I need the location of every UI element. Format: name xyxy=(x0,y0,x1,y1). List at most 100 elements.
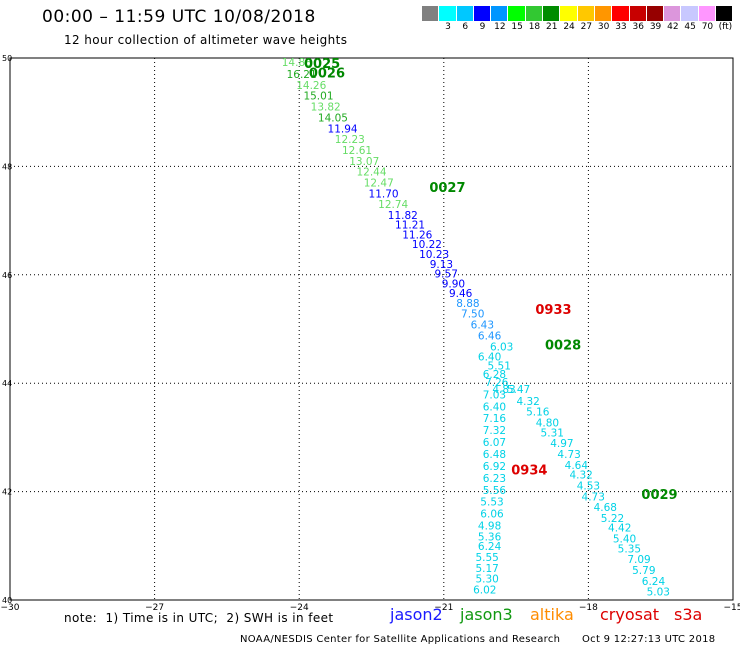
wave-height-value: 6.24 xyxy=(642,576,666,588)
wave-height-value: 7.03 xyxy=(483,389,506,401)
colorbar-tick-label: 70 xyxy=(701,22,714,32)
longitude-tick-label: −30 xyxy=(1,603,20,613)
wave-height-value: 6.03 xyxy=(490,342,513,354)
colorbar-tick-label: 21 xyxy=(546,22,558,32)
colorbar-tick-label: 18 xyxy=(528,22,541,32)
colorbar-tick-label: 30 xyxy=(597,22,610,32)
colorbar-tick-label: 6 xyxy=(462,22,469,32)
pass-id-label: 0933 xyxy=(535,303,571,318)
wave-height-value: 6.02 xyxy=(473,584,496,596)
colorbar-tick-label: 3 xyxy=(445,22,451,32)
pass-id-label: 0026 xyxy=(309,67,345,82)
wave-height-value: 14.26 xyxy=(296,80,326,92)
wave-height-value: 11.70 xyxy=(369,188,399,200)
wave-height-value: 7.09 xyxy=(627,554,650,566)
longitude-tick-label: −27 xyxy=(145,603,164,613)
wave-height-value: 5.47 xyxy=(507,384,530,396)
colorbar-swatch xyxy=(716,6,734,21)
latitude-tick-label: 50 xyxy=(2,54,12,63)
colorbar-tick-label: 27 xyxy=(580,22,593,32)
wave-height-value: 9.90 xyxy=(442,278,465,290)
wave-height-value: 7.26 xyxy=(485,377,509,389)
colorbar-tick-label: 15 xyxy=(511,22,523,32)
wave-height-value: 5.53 xyxy=(480,497,503,509)
wave-height-value: 5.22 xyxy=(601,513,624,525)
colorbar-tick-label: 33 xyxy=(615,22,627,32)
wave-height-value: 9.13 xyxy=(430,259,453,271)
wave-height-value: 4.32 xyxy=(569,470,592,482)
latitude-tick-label: 40 xyxy=(2,596,12,605)
wave-height-value: 7.16 xyxy=(483,413,507,425)
wave-height-value: 4.64 xyxy=(565,460,589,472)
colorbar-swatch xyxy=(698,6,717,21)
wave-height-value: 5.17 xyxy=(475,563,498,575)
colorbar-swatch xyxy=(508,6,526,21)
pass-id-label: 0025 xyxy=(304,57,340,72)
wave-height-value: 12.44 xyxy=(356,167,386,179)
wave-height-value: 4.68 xyxy=(594,502,617,514)
colorbar-swatch xyxy=(681,6,699,21)
wave-height-value: 9.46 xyxy=(449,288,473,300)
wave-height-value: 4.98 xyxy=(478,521,501,533)
wave-height-value: 13.82 xyxy=(311,102,341,114)
latitude-tick-label: 48 xyxy=(2,162,12,171)
latitude-tick-label: 44 xyxy=(2,379,12,388)
wave-height-value: 4.42 xyxy=(608,523,631,535)
wave-height-value: 12.61 xyxy=(342,145,372,157)
wave-height-value: 4.32 xyxy=(516,396,539,408)
wave-height-value: 12.23 xyxy=(335,134,365,146)
legend-jason3: jason3 xyxy=(460,605,513,624)
wave-height-value: 6.92 xyxy=(483,461,506,473)
wave-height-value: 4.73 xyxy=(582,491,605,503)
colorbar-tick-label: 9 xyxy=(479,22,486,32)
wave-height-value: 5.35 xyxy=(618,543,641,555)
wave-height-value: 6.07 xyxy=(483,437,506,449)
wave-height-value: 6.23 xyxy=(483,473,506,485)
legend-jason2: jason2 xyxy=(390,605,443,624)
pass-id-label: 0029 xyxy=(641,488,677,503)
colorbar-swatch xyxy=(491,6,509,21)
wave-height-value: 11.94 xyxy=(328,123,358,135)
wave-height-value: 5.03 xyxy=(647,587,670,599)
wave-height-value: 6.43 xyxy=(471,319,494,331)
wave-height-value: 6.46 xyxy=(478,330,502,342)
wave-height-value: 4.53 xyxy=(577,480,600,492)
wave-height-value: 6.40 xyxy=(478,351,501,363)
pass-id-label: 0028 xyxy=(545,339,581,354)
longitude-tick-label: −15 xyxy=(724,603,740,613)
wave-height-value: 6.40 xyxy=(483,401,506,413)
wave-height-value: 6.28 xyxy=(483,369,506,381)
colorbar-tick-label: 39 xyxy=(649,22,662,32)
wave-height-value: 5.30 xyxy=(475,574,498,586)
wave-height-value: 12.74 xyxy=(378,199,408,211)
wave-height-value: 14.88 xyxy=(282,57,312,69)
footer-credit: NOAA/NESDIS Center for Satellite Applica… xyxy=(240,634,561,645)
wave-height-value: 4.73 xyxy=(557,449,580,461)
wave-height-value: 11.82 xyxy=(388,210,418,222)
colorbar-tick-label: 24 xyxy=(563,22,575,32)
wave-height-value: 6.06 xyxy=(480,509,504,521)
colorbar-swatch xyxy=(594,6,613,21)
longitude-tick-label: −18 xyxy=(579,603,598,613)
wave-height-value: 7.50 xyxy=(461,309,484,321)
wave-height-value: 16.21 xyxy=(287,69,317,81)
wave-height-value: 5.36 xyxy=(478,531,502,543)
wave-height-value: 8.88 xyxy=(456,298,479,310)
colorbar-swatch xyxy=(560,6,578,21)
wave-height-value: 13.07 xyxy=(349,156,379,168)
wave-height-value: 4.80 xyxy=(536,418,559,430)
legend-cryosat: cryosat xyxy=(600,605,660,624)
colorbar-tick-label: 12 xyxy=(494,22,506,32)
colorbar-swatch xyxy=(439,6,457,21)
footer-timestamp: Oct 9 12:27:13 UTC 2018 xyxy=(582,634,716,645)
latitude-tick-label: 42 xyxy=(2,488,12,497)
wave-height-value: 5.55 xyxy=(475,552,498,564)
colorbar-swatch xyxy=(422,6,440,21)
colorbar-swatch xyxy=(664,6,682,21)
wave-height-value: 5.79 xyxy=(632,565,655,577)
map-title: 00:00 – 11:59 UTC 10/08/2018 xyxy=(42,7,316,27)
wave-height-value: 5.51 xyxy=(488,361,511,373)
colorbar-tick-label: 45 xyxy=(684,22,696,32)
